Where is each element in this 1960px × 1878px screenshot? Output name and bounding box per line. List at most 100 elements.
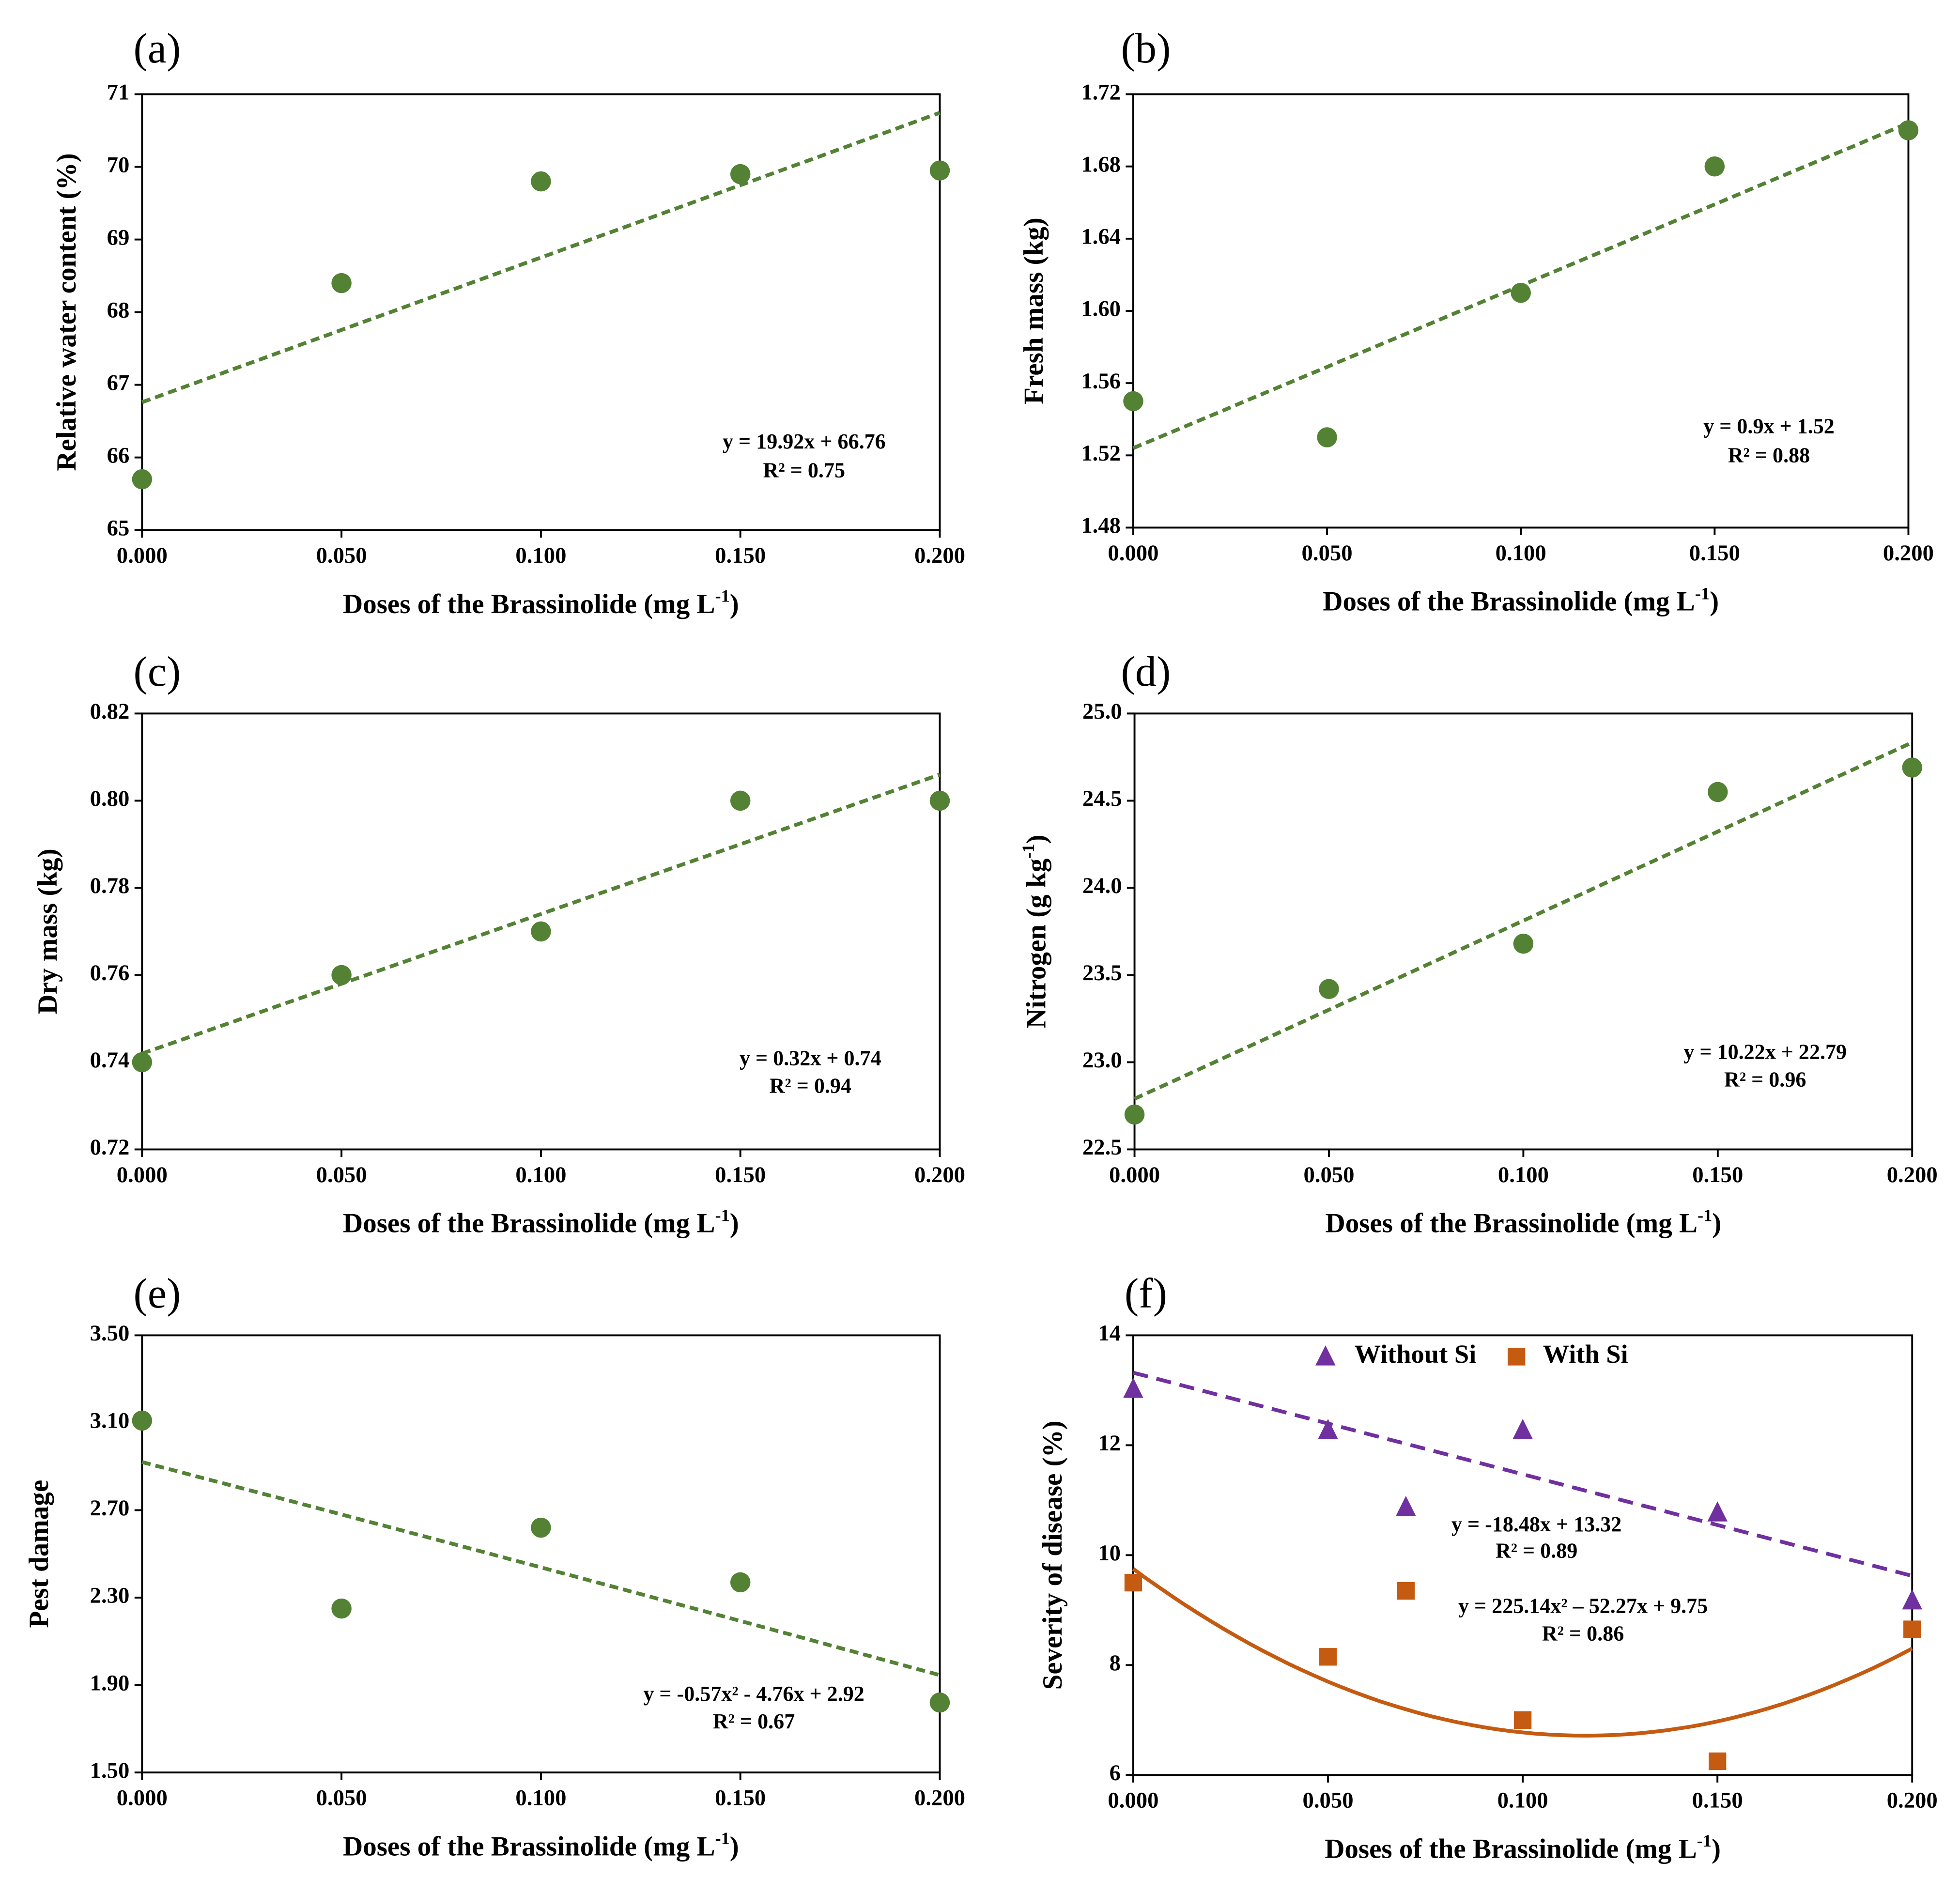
- trend-equation: y = 10.22x + 22.79: [1683, 1040, 1847, 1063]
- y-axis-title: Dry mass (kg): [32, 848, 63, 1014]
- x-axis-title-superscript: -1: [715, 586, 730, 606]
- x-tick-label: 0.050: [316, 1162, 367, 1187]
- panel-letter: (f): [1125, 1270, 1167, 1317]
- x-axis-title-end: ): [1712, 1208, 1721, 1239]
- x-tick-label: 0.100: [515, 1786, 566, 1811]
- x-axis-title: Doses of the Brassinolide (mg L-1): [1323, 584, 1719, 616]
- x-tick-label: 0.150: [715, 1162, 766, 1187]
- x-tick-label: 0.100: [1496, 540, 1546, 566]
- y-tick-label: 1.48: [1081, 513, 1121, 538]
- trend-equation: y = -18.48x + 13.32: [1451, 1512, 1621, 1536]
- y-tick-label: 10: [1098, 1540, 1121, 1566]
- x-tick-label: 0.200: [914, 1162, 965, 1187]
- x-tick-label: 0.050: [316, 1786, 367, 1811]
- x-tick-label: 0.100: [515, 543, 566, 568]
- r-squared: R² = 0.75: [763, 458, 845, 482]
- y-axis-title-text: Relative water content (%): [51, 153, 82, 471]
- y-axis-title: Relative water content (%): [51, 153, 82, 471]
- data-point: [730, 1572, 751, 1593]
- trend-equation: y = 19.92x + 66.76: [723, 430, 886, 453]
- panel-letter: (b): [1121, 25, 1171, 72]
- y-tick-label: 0.74: [90, 1047, 130, 1073]
- x-axis-title: Doses of the Brassinolide (mg L-1): [1325, 1205, 1721, 1238]
- x-tick-label: 0.000: [1108, 540, 1158, 566]
- x-tick-label: 0.200: [914, 1786, 965, 1811]
- r-squared: R² = 0.67: [713, 1709, 795, 1733]
- trendline: [1133, 1370, 1913, 1578]
- x-tick-label: 0.000: [117, 543, 168, 568]
- legend-marker-triangle: [1315, 1345, 1336, 1366]
- y-axis-title-text: Pest damage: [24, 1480, 54, 1628]
- x-axis-title-text: Doses of the Brassinolide (mg L: [1325, 1208, 1698, 1239]
- y-tick-label: 1.68: [1081, 152, 1121, 177]
- x-axis-title-end: ): [730, 1831, 739, 1862]
- data-point: [331, 965, 352, 985]
- y-axis-title-text: Dry mass (kg): [32, 848, 63, 1014]
- data-point-triangle: [1902, 1589, 1922, 1610]
- legend-marker-square: [1507, 1348, 1526, 1366]
- data-point: [132, 1410, 153, 1431]
- y-axis-title: Pest damage: [24, 1480, 54, 1628]
- data-point: [531, 171, 551, 192]
- trendline: [141, 111, 941, 404]
- chart-panel-f: (f) 6 8 10 12 14 0.000 0.050 0.100 0.150 0.200 Dose…: [1037, 1270, 1938, 1864]
- data-point: [1511, 282, 1531, 303]
- data-point: [1902, 757, 1922, 778]
- data-point-triangle: [1396, 1495, 1416, 1516]
- data-point: [1317, 427, 1337, 447]
- y-tick-label: 1.56: [1081, 369, 1121, 394]
- x-axis-title: Doses of the Brassinolide (mg L-1): [343, 586, 739, 619]
- y-tick-label: 0.80: [90, 786, 130, 811]
- x-axis-title-superscript: -1: [715, 1205, 730, 1225]
- data-point: [1123, 391, 1143, 412]
- panel-letter: (a): [133, 25, 181, 72]
- data-point: [730, 790, 751, 811]
- legend-label: With Si: [1543, 1339, 1628, 1369]
- data-point: [132, 1052, 153, 1073]
- x-tick-label: 0.150: [715, 1786, 766, 1811]
- y-tick-label: 1.90: [90, 1670, 130, 1695]
- y-tick-label: 23.0: [1082, 1047, 1122, 1073]
- trendline: [141, 1460, 941, 1677]
- x-tick-label: 0.000: [1109, 1162, 1160, 1187]
- x-tick-label: 0.200: [914, 543, 965, 568]
- x-axis-title: Doses of the Brassinolide (mg L-1): [343, 1829, 739, 1862]
- data-point: [331, 273, 352, 293]
- y-tick-label: 3.10: [90, 1408, 130, 1433]
- y-axis-title-text: Severity of disease (%): [1037, 1420, 1068, 1690]
- x-tick-label: 0.200: [1883, 540, 1934, 566]
- x-axis-title-end: ): [730, 589, 739, 619]
- plot-frame: [141, 1334, 941, 1774]
- y-tick-label: 0.82: [90, 699, 130, 724]
- chart-panel-c: (c) 0.72 0.74 0.76 0.78 0.80 0.82 0.000 0.050 0.1…: [32, 648, 965, 1239]
- y-axis-title: Fresh mass (kg): [1019, 217, 1049, 404]
- x-axis-title-superscript: -1: [1698, 1205, 1712, 1225]
- panel-letter: (d): [1121, 648, 1171, 695]
- y-tick-label: 70: [107, 152, 130, 177]
- y-axis-title-text: Nitrogen (g kg: [1021, 859, 1051, 1029]
- x-tick-label: 0.200: [1887, 1788, 1938, 1813]
- data-point: [730, 164, 751, 185]
- chart-panel-e: (e) 1.50 1.90 2.30 2.70 3.10 3.50 0.000 0.050 0.1…: [24, 1270, 965, 1862]
- y-tick-label: 66: [107, 443, 130, 468]
- trendline: [141, 772, 941, 1056]
- x-tick-label: 0.100: [1497, 1788, 1548, 1813]
- y-tick-label: 1.72: [1081, 79, 1121, 105]
- x-tick-label: 0.150: [1692, 1788, 1743, 1813]
- data-point: [1124, 1104, 1145, 1125]
- data-point-triangle: [1123, 1377, 1143, 1398]
- x-axis-title-text: Doses of the Brassinolide (mg L: [343, 1831, 715, 1862]
- x-axis-title: Doses of the Brassinolide (mg L-1): [343, 1205, 739, 1238]
- data-point: [929, 1692, 950, 1713]
- y-tick-label: 0.76: [90, 960, 130, 985]
- y-tick-label: 22.5: [1082, 1135, 1122, 1160]
- data-point-square: [1319, 1648, 1337, 1666]
- x-tick-label: 0.100: [515, 1162, 566, 1187]
- data-point-square: [1124, 1573, 1142, 1592]
- data-point: [1708, 782, 1728, 802]
- legend-label: Without Si: [1355, 1339, 1477, 1369]
- x-axis-title-superscript: -1: [1697, 1831, 1712, 1850]
- trendline: [1133, 740, 1913, 1101]
- data-point-triangle: [1707, 1501, 1728, 1522]
